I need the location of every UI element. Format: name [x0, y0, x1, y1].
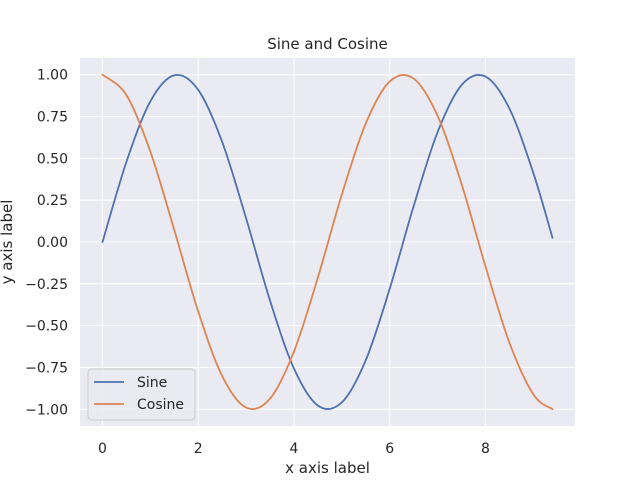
x-tick-label: 0 — [98, 441, 107, 457]
y-tick-label: −0.75 — [25, 360, 68, 376]
legend-label-sine: Sine — [137, 375, 167, 391]
y-tick-label: 0.00 — [37, 235, 68, 251]
x-tick-label: 6 — [385, 441, 394, 457]
x-tick-label: 4 — [290, 441, 299, 457]
y-tick-label: −1.00 — [25, 402, 68, 418]
y-tick-label: −0.50 — [25, 319, 68, 335]
x-tick-label: 2 — [194, 441, 203, 457]
x-axis-label: x axis label — [285, 459, 370, 477]
series-line-cosine — [101, 73, 554, 411]
x-tick-label: 8 — [481, 441, 490, 457]
y-axis-label: y axis label — [0, 200, 16, 285]
series-line-sine — [101, 73, 554, 410]
tick-labels: 0 2 4 6 8 −1.00 −0.75 −0.50 −0.25 0.00 0.25 0.50 0.7… — [25, 68, 490, 457]
legend: Sine Cosine — [87, 368, 196, 421]
y-tick-label: 1.00 — [37, 68, 68, 84]
y-tick-label: −0.25 — [25, 277, 68, 293]
series-lines — [101, 73, 554, 411]
chart-title: Sine and Cosine — [267, 35, 388, 53]
y-tick-label: 0.50 — [37, 151, 68, 167]
legend-label-cosine: Cosine — [137, 397, 184, 413]
y-tick-label: 0.25 — [37, 193, 68, 209]
y-tick-label: 0.75 — [37, 110, 68, 126]
